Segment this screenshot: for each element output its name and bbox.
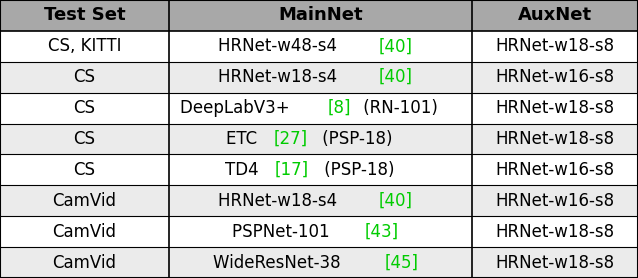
- Bar: [0, 0, 638, 31]
- Text: HRNet-w18-s8: HRNet-w18-s8: [496, 99, 614, 117]
- Text: HRNet-w18-s8: HRNet-w18-s8: [496, 223, 614, 241]
- Text: [43]: [43]: [365, 223, 399, 241]
- Text: CamVid: CamVid: [52, 192, 117, 210]
- Text: HRNet-w16-s8: HRNet-w16-s8: [496, 68, 614, 86]
- Text: DeepLabV3+: DeepLabV3+: [180, 99, 295, 117]
- Text: [27]: [27]: [273, 130, 308, 148]
- Text: [45]: [45]: [384, 254, 419, 272]
- Bar: [0, 185, 638, 216]
- Text: AuxNet: AuxNet: [518, 6, 592, 24]
- Bar: [0, 247, 638, 278]
- Text: [40]: [40]: [379, 192, 413, 210]
- Text: HRNet-w18-s8: HRNet-w18-s8: [496, 130, 614, 148]
- Text: [40]: [40]: [379, 68, 413, 86]
- Text: [8]: [8]: [328, 99, 352, 117]
- Bar: [0, 155, 638, 185]
- Text: [40]: [40]: [379, 37, 413, 55]
- Text: HRNet-w18-s8: HRNet-w18-s8: [496, 37, 614, 55]
- Text: Test Set: Test Set: [44, 6, 125, 24]
- Text: CS: CS: [73, 99, 96, 117]
- Text: HRNet-w18-s4: HRNet-w18-s4: [218, 192, 343, 210]
- Text: HRNet-w48-s4: HRNet-w48-s4: [218, 37, 343, 55]
- Text: ETC: ETC: [226, 130, 263, 148]
- Text: HRNet-w16-s8: HRNet-w16-s8: [496, 192, 614, 210]
- Text: (RN-101): (RN-101): [359, 99, 438, 117]
- Text: (PSP-18): (PSP-18): [317, 130, 393, 148]
- Bar: [0, 123, 638, 155]
- Text: CS, KITTI: CS, KITTI: [48, 37, 121, 55]
- Bar: [0, 62, 638, 93]
- Text: MainNet: MainNet: [278, 6, 363, 24]
- Text: (PSP-18): (PSP-18): [319, 161, 394, 179]
- Text: [17]: [17]: [275, 161, 309, 179]
- Text: CamVid: CamVid: [52, 223, 117, 241]
- Bar: [0, 216, 638, 247]
- Text: CS: CS: [73, 68, 96, 86]
- Text: HRNet-w18-s8: HRNet-w18-s8: [496, 254, 614, 272]
- Bar: [0, 31, 638, 62]
- Text: HRNet-w18-s4: HRNet-w18-s4: [218, 68, 343, 86]
- Text: PSPNet-101: PSPNet-101: [232, 223, 335, 241]
- Text: TD4: TD4: [225, 161, 263, 179]
- Text: CS: CS: [73, 130, 96, 148]
- Text: WideResNet-38: WideResNet-38: [213, 254, 346, 272]
- Text: CS: CS: [73, 161, 96, 179]
- Text: HRNet-w16-s8: HRNet-w16-s8: [496, 161, 614, 179]
- Bar: [0, 93, 638, 123]
- Text: CamVid: CamVid: [52, 254, 117, 272]
